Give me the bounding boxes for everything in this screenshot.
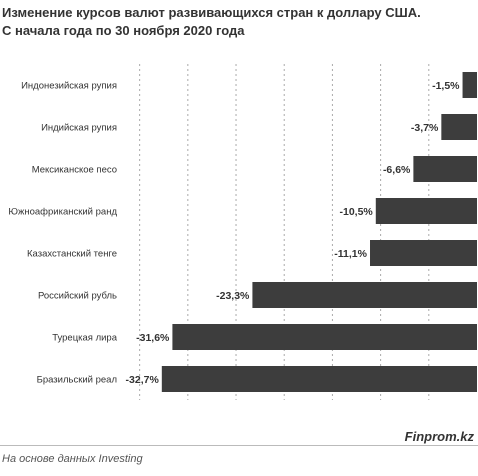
category-label: Бразильский реал	[37, 375, 117, 386]
bar	[252, 282, 477, 308]
bar	[370, 240, 477, 266]
value-label: -1,5%	[432, 80, 460, 92]
bar	[441, 114, 477, 140]
bar	[161, 366, 477, 392]
category-label: Индонезийская рупия	[21, 81, 117, 92]
brand-logo-text: Finprom.kz	[404, 429, 474, 444]
bars	[161, 72, 477, 392]
footer-divider	[0, 445, 478, 446]
value-label: -10,5%	[340, 206, 374, 218]
value-label: -11,1%	[334, 248, 367, 260]
title-line-2: С начала года по 30 ноября 2020 года	[2, 23, 245, 38]
category-label: Индийская рупия	[41, 123, 117, 134]
source-note: На основе данных Investing	[2, 453, 143, 465]
bar	[462, 72, 477, 98]
chart-title: Изменение курсов валют развивающихся стр…	[2, 4, 472, 40]
value-label: -31,6%	[136, 332, 170, 344]
category-label: Российский рубль	[38, 291, 117, 302]
category-labels: Индонезийская рупия Индийская рупия Мексик…	[8, 81, 117, 386]
title-line-1: Изменение курсов валют развивающихся стр…	[2, 5, 421, 20]
value-labels: -1,5% -3,7% -6,6% -10,5% -11,1% -23,3% -31,6% -…	[126, 80, 461, 386]
value-label: -23,3%	[216, 290, 250, 302]
value-label: -32,7%	[126, 374, 160, 386]
category-label: Южноафриканский ранд	[8, 207, 117, 218]
bar	[413, 156, 477, 182]
bar	[172, 324, 477, 350]
bar-chart: Индонезийская рупия Индийская рупия Мексик…	[8, 64, 477, 400]
category-label: Мексиканское песо	[32, 165, 117, 176]
category-label: Казахстанский тенге	[27, 249, 117, 260]
category-label: Турецкая лира	[52, 333, 117, 344]
value-label: -3,7%	[411, 122, 439, 134]
value-label: -6,6%	[383, 164, 411, 176]
bar	[375, 198, 477, 224]
